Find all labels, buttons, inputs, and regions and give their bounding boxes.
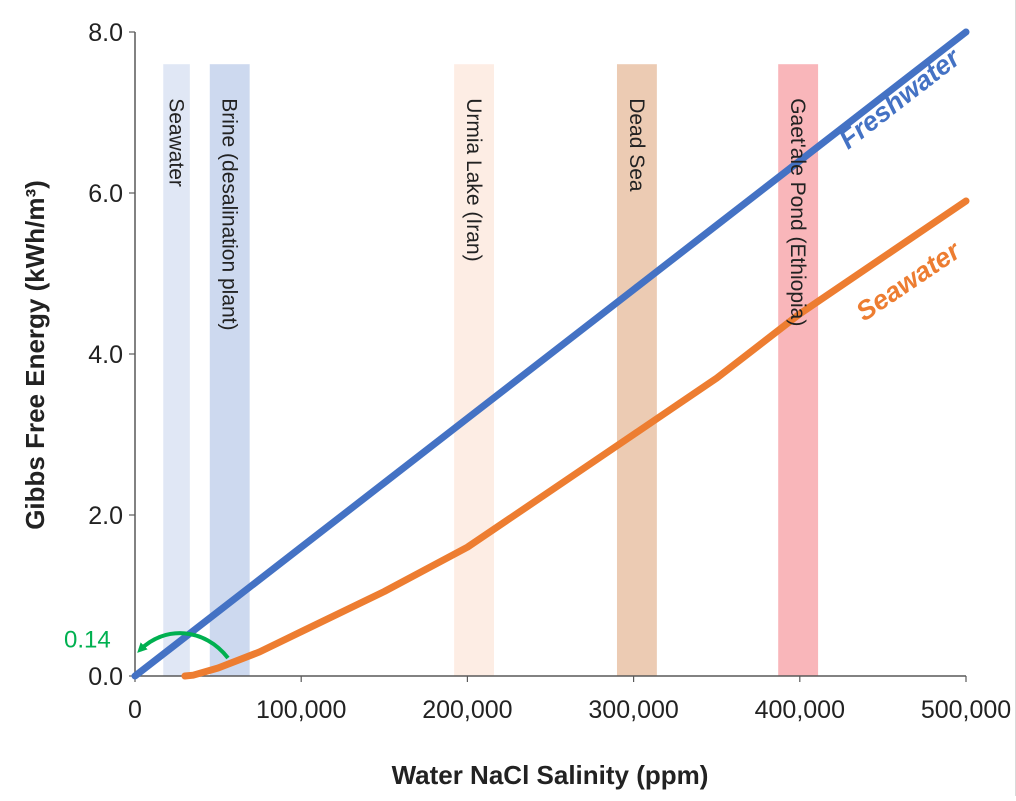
series-line-seawater [181,197,970,680]
x-tick-label: 0 [128,696,142,724]
x-tick-label: 200,000 [422,696,512,724]
series-label-seawater: Seawater [851,235,967,327]
band-label-4: Gaet'ale Pond (Ethiopia) [786,98,809,326]
y-tick-label: 2.0 [88,502,123,530]
annotation-arrow [137,631,230,660]
band-2 [454,64,494,676]
series-line-freshwater [131,28,970,680]
y-tick-label: 4.0 [88,341,123,369]
y-tick-label: 6.0 [88,180,123,208]
x-axis-title: Water NaCl Salinity (ppm) [392,760,709,790]
x-tick-label: 400,000 [755,696,845,724]
band-label-3: Dead Sea [625,98,648,192]
x-tick-label: 300,000 [588,696,678,724]
x-tick-label: 500,000 [921,696,1011,724]
band-1 [209,64,250,676]
x-tick-label: 100,000 [256,696,346,724]
y-tick-label: 8.0 [88,19,123,47]
band-label-1: Brine (desalination plant) [218,98,241,330]
y-tick-label: 0.0 [88,663,123,691]
annotation-label: 0.14 [64,627,111,654]
band-0 [163,64,190,676]
y-axis-title: Gibbs Free Energy (kWh/m³) [20,180,50,530]
band-label-2: Urmia Lake (Iran) [462,98,485,261]
band-label-0: Seawater [165,98,188,187]
series-label-freshwater: Freshwater [833,42,966,155]
band-3 [616,64,657,676]
